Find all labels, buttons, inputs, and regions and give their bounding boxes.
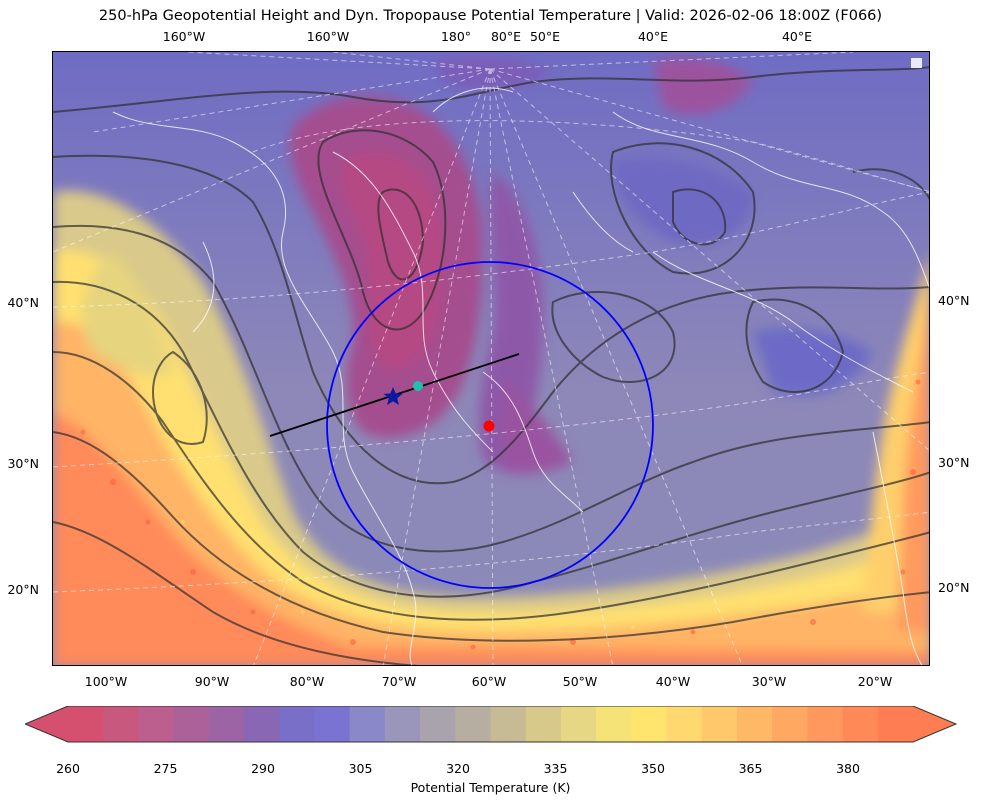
colorbar-cell	[68, 706, 104, 742]
top-lon-label: 40°E	[781, 29, 813, 44]
colorbar-cell	[384, 706, 421, 742]
colorbar-max-extension	[913, 706, 956, 742]
colorbar-tick: 320	[446, 761, 470, 776]
colorbar-cell	[103, 706, 139, 742]
colorbar-cell	[666, 706, 703, 742]
warm-air-region	[53, 190, 929, 665]
left-lat-label: 40°N	[7, 295, 39, 310]
colorbar-cell	[208, 706, 245, 742]
warm-speckle	[80, 379, 921, 650]
graticule	[53, 52, 929, 665]
colorbar-cell	[877, 706, 914, 742]
colorbar-cell	[455, 706, 491, 742]
colorbar-tick: 365	[738, 761, 763, 776]
coastlines	[112, 87, 929, 665]
colorbar-label: Potential Temperature (K)	[410, 780, 571, 795]
top-lon-label: 160°W	[306, 29, 350, 44]
colorbar-cell	[701, 706, 738, 742]
bottom-lon-label: 90°W	[194, 674, 230, 689]
bottom-lon-label: 40°W	[655, 674, 691, 689]
colorbar-cell	[173, 706, 210, 742]
right-lat-label: 40°N	[938, 293, 970, 308]
colorbar-cell	[490, 706, 527, 742]
left-lat-label: 30°N	[7, 456, 39, 471]
bottom-lon-label: 30°W	[751, 674, 787, 689]
left-lat-label: 20°N	[7, 582, 39, 597]
colorbar-cell	[842, 706, 879, 742]
top-lon-label: 50°E	[529, 29, 561, 44]
colorbar-cell	[349, 706, 386, 742]
legend-box	[911, 58, 922, 68]
colorbar-cell	[631, 706, 668, 742]
colorbar-cell	[420, 706, 456, 742]
bottom-lon-label: 80°W	[289, 674, 325, 689]
bottom-lon-label: 60°W	[471, 674, 507, 689]
top-lon-label: 40°E	[637, 29, 669, 44]
radius-circle	[326, 261, 654, 589]
colorbar-tick: 350	[641, 761, 665, 776]
colorbar-cell	[560, 706, 597, 742]
colorbar-tick: 305	[348, 761, 373, 776]
star-marker	[383, 387, 403, 405]
colorbar	[25, 706, 957, 743]
colorbar-cell	[279, 706, 315, 742]
bottom-lon-label: 70°W	[381, 674, 417, 689]
colorbar-min-extension	[25, 706, 68, 742]
colorbar-cell	[772, 706, 808, 742]
colorbar-cells	[68, 706, 914, 742]
colorbar-tick: 335	[543, 761, 568, 776]
colorbar-tick: 380	[836, 761, 860, 776]
colorbar-tick: 275	[153, 761, 178, 776]
colorbar-cell	[596, 706, 632, 742]
bottom-lon-label: 100°W	[84, 674, 128, 689]
right-lat-label: 20°N	[938, 580, 970, 595]
top-lon-label: 160°W	[162, 29, 206, 44]
right-lat-label: 30°N	[938, 455, 970, 470]
red-center-marker	[483, 420, 495, 432]
cyan-marker	[413, 381, 423, 391]
colorbar-cell	[244, 706, 280, 742]
map-panel[interactable]	[52, 51, 930, 666]
colorbar-cell	[314, 706, 351, 742]
colorbar-outline	[25, 706, 957, 743]
colorbar-cell	[807, 706, 844, 742]
top-lon-label: 80°E	[490, 29, 522, 44]
height-contours	[53, 66, 929, 665]
figure-title: 250-hPa Geopotential Height and Dyn. Tro…	[98, 8, 883, 24]
colorbar-cell	[138, 706, 175, 742]
colorbar-tick: 260	[56, 761, 80, 776]
top-lon-label: 180°	[440, 29, 472, 44]
colorbar-cell	[736, 706, 773, 742]
map-canvas	[53, 52, 929, 665]
bottom-lon-label: 20°W	[857, 674, 893, 689]
colorbar-tick: 290	[251, 761, 275, 776]
colorbar-cell	[525, 706, 562, 742]
bottom-lon-label: 50°W	[562, 674, 598, 689]
cold-air-region	[289, 56, 873, 474]
